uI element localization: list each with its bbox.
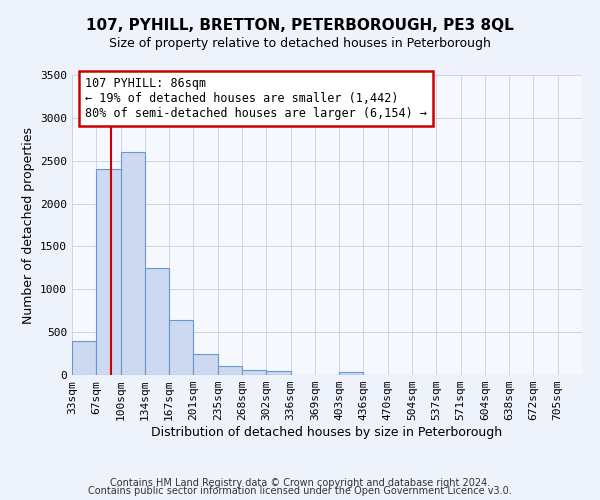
Bar (72, 340, 96, 375)
Bar (121, 152, 145, 375)
Text: 107, PYHILL, BRETTON, PETERBOROUGH, PE3 8QL: 107, PYHILL, BRETTON, PETERBOROUGH, PE3 … (86, 18, 514, 32)
X-axis label: Distribution of detached houses by size in Peterborough: Distribution of detached houses by size … (151, 426, 503, 439)
Bar (145, 268, 169, 375)
Text: Contains HM Land Registry data © Crown copyright and database right 2024.: Contains HM Land Registry data © Crown c… (110, 478, 490, 488)
Bar (266, 371, 290, 375)
Text: Size of property relative to detached houses in Peterborough: Size of property relative to detached ho… (109, 38, 491, 51)
Bar (242, 370, 266, 375)
Bar (193, 354, 218, 375)
Text: 107 PYHILL: 86sqm
← 19% of detached houses are smaller (1,442)
80% of semi-detac: 107 PYHILL: 86sqm ← 19% of detached hous… (85, 76, 427, 120)
Bar (96, 170, 121, 375)
Bar (218, 366, 242, 375)
Y-axis label: Number of detached properties: Number of detached properties (22, 126, 35, 324)
Bar (169, 320, 193, 375)
Text: Contains public sector information licensed under the Open Government Licence v3: Contains public sector information licen… (88, 486, 512, 496)
Bar (339, 372, 364, 375)
